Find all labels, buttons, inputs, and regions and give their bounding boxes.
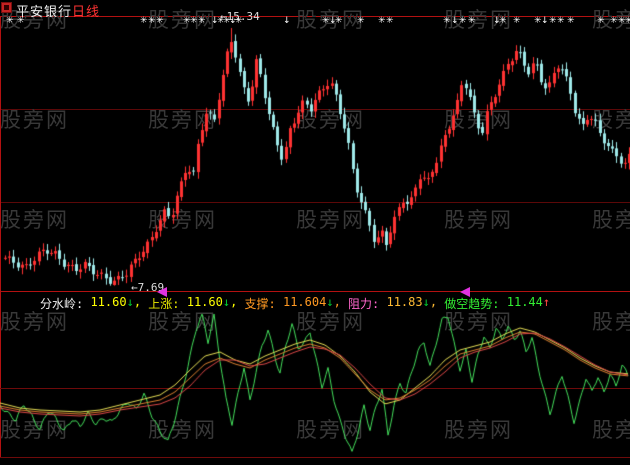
signal-star-marker-icon: ✳: [468, 16, 476, 26]
indicator-field-value: 11.44: [506, 295, 543, 309]
signal-star-marker-icon: ✳: [223, 16, 231, 26]
signal-star-marker-icon: ✳: [335, 16, 343, 26]
indicator-field-label: 上涨:: [148, 297, 187, 311]
signal-star-marker-icon: ✳: [235, 16, 243, 26]
indicator-trend-arrow-icon: ↓: [126, 295, 134, 309]
signal-star-marker-icon: ✳: [217, 16, 225, 26]
period-label[interactable]: 日线: [72, 5, 101, 20]
high-price-label: ←15.34: [220, 10, 260, 23]
indicator-field-label: 做空趋势:: [444, 297, 507, 311]
sell-arrow-marker-icon: ↓: [329, 16, 337, 26]
indicator-field-label: 支撑:: [244, 297, 283, 311]
signal-star-marker-icon: ✳: [443, 16, 451, 26]
sell-arrow-marker-icon: ↓: [451, 16, 459, 26]
indicator-field-value: 11.604: [282, 295, 327, 309]
signal-star-marker-icon: ✳: [198, 16, 206, 26]
indicator-field-value: 11.60: [90, 295, 127, 309]
indicator-trend-arrow-icon: ↓: [326, 295, 334, 309]
signal-star-marker-icon: ✳: [386, 16, 394, 26]
title-bar: 平安银行日线: [0, 0, 630, 20]
signal-star-marker-icon: ✳: [17, 16, 25, 26]
indicator-values-text: 分水岭: 11.60↓, 上涨: 11.60↓, 支撑: 11.604↓, 阻力…: [40, 295, 551, 311]
signal-star-marker-icon: ✳: [557, 16, 565, 26]
signal-star-marker-icon: ✳: [357, 16, 365, 26]
signal-star-marker-icon: ✳: [190, 16, 198, 26]
sell-arrow-marker-icon: ↓: [493, 16, 501, 26]
indicator-trend-arrow-icon: ↑: [542, 295, 551, 309]
indicator-field-value: 11.60: [186, 295, 223, 309]
signal-star-marker-icon: ✳: [625, 16, 630, 26]
signal-star-marker-icon: ✳: [567, 16, 575, 26]
indicator-field-label: 阻力:: [348, 297, 387, 311]
indicator-trend-arrow-icon: ↓: [422, 295, 430, 309]
signal-star-marker-icon: ✳: [499, 16, 507, 26]
stock-title: 平安银行日线: [16, 1, 100, 20]
signal-star-marker-icon: ✳: [618, 16, 626, 26]
signal-star-marker-icon: ✳: [140, 16, 148, 26]
signal-star-marker-icon: ✳: [534, 16, 542, 26]
signal-star-marker-icon: ✳: [378, 16, 386, 26]
sell-arrow-marker-icon: ↓: [283, 16, 291, 26]
sell-arrow-marker-icon: ↓: [541, 16, 549, 26]
signal-star-marker-icon: ✳: [610, 16, 618, 26]
sell-arrow-marker-icon: ↓: [229, 16, 237, 26]
signal-star-marker-icon: ✳: [597, 16, 605, 26]
app-logo-icon[interactable]: [1, 2, 12, 13]
low-price-label: ←7.69: [131, 281, 165, 294]
signal-star-marker-icon: ✳: [156, 16, 164, 26]
signal-star-marker-icon: ✳: [148, 16, 156, 26]
indicator-field-value: 11.83: [386, 295, 423, 309]
signal-star-marker-icon: ✳: [183, 16, 191, 26]
signal-star-marker-icon: ✳: [513, 16, 521, 26]
magenta-triangle-marker-icon: [460, 287, 470, 297]
magenta-triangle-marker-icon: [157, 287, 167, 297]
signal-star-marker-icon: ✳: [459, 16, 467, 26]
indicator-field-label: 分水岭:: [40, 297, 91, 311]
signal-star-marker-icon: ✳: [6, 16, 14, 26]
stock-name-label: 平安银行: [16, 5, 73, 20]
sell-arrow-marker-icon: ↓: [211, 16, 219, 26]
signal-star-marker-icon: ✳: [549, 16, 557, 26]
indicator-trend-arrow-icon: ↓: [222, 295, 231, 309]
signal-star-marker-icon: ✳: [322, 16, 330, 26]
